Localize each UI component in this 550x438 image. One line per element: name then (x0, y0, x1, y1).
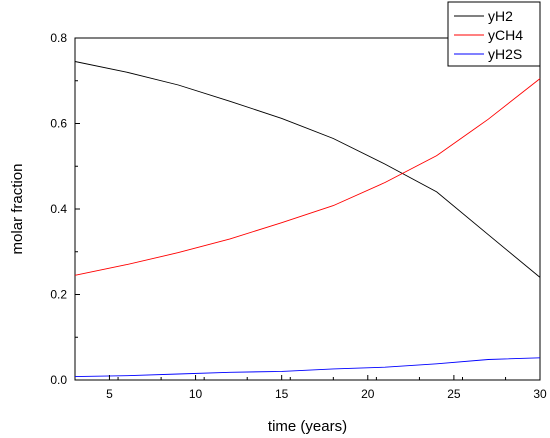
x-axis-ticks: 5 10 15 20 25 30 (74, 375, 547, 401)
legend-label-yH2: yH2 (488, 8, 513, 24)
x-tick-label: 20 (361, 387, 375, 401)
series-line-yH2S (74, 357, 541, 378)
y-tick-label: 0.2 (50, 288, 67, 302)
y-tick-label: 0.6 (50, 117, 67, 131)
y-tick-label: 0.0 (50, 373, 67, 387)
plot-area: 5 10 15 20 25 30 0.0 0.2 0.4 0.6 0.8 (50, 31, 547, 401)
x-tick-label: 5 (106, 387, 113, 401)
y-axis-title: molar fraction (9, 164, 26, 255)
x-tick-label: 10 (189, 387, 203, 401)
x-tick-label: 25 (447, 387, 461, 401)
plot-frame (74, 37, 541, 381)
y-tick-label: 0.8 (50, 31, 67, 45)
legend: yH2 yCH4 yH2S (447, 1, 541, 67)
series-line-yCH4 (74, 78, 541, 276)
legend-box (447, 1, 541, 67)
legend-label-yCH4: yCH4 (488, 27, 523, 43)
legend-label-yH2S: yH2S (488, 46, 522, 62)
x-tick-label: 15 (275, 387, 289, 401)
series-group (74, 61, 541, 378)
x-tick-label: 30 (533, 387, 547, 401)
y-tick-label: 0.4 (50, 202, 67, 216)
x-axis-title: time (years) (268, 418, 347, 435)
series-line-yH2 (74, 61, 541, 278)
y-axis-ticks: 0.0 0.2 0.4 0.6 0.8 (50, 31, 80, 387)
